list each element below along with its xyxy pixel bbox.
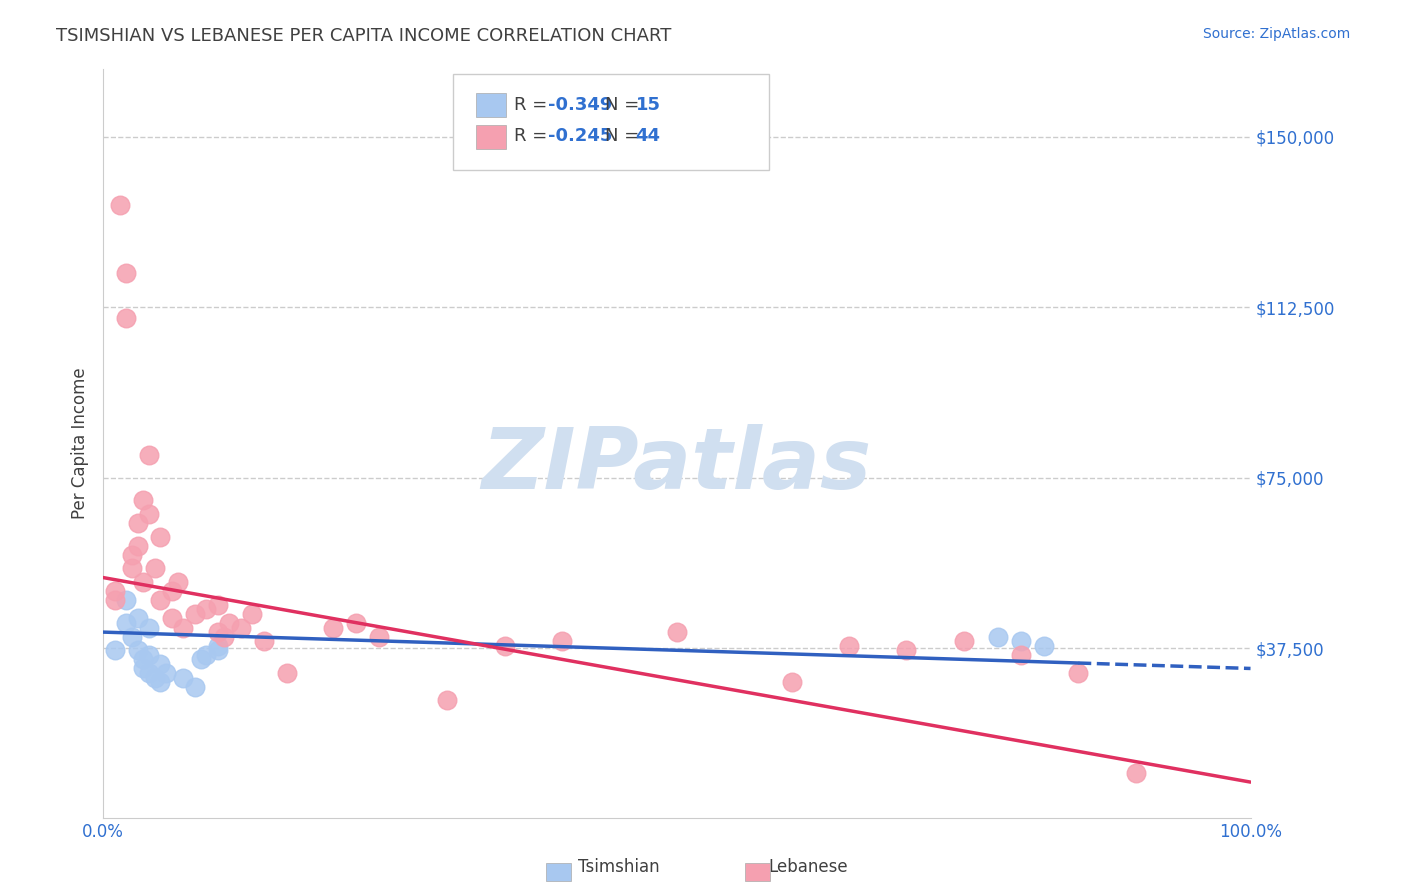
Point: [494, 639, 516, 653]
Point: [780, 675, 803, 690]
Point: [132, 575, 155, 590]
Point: [987, 630, 1010, 644]
Point: [1010, 648, 1032, 662]
Point: [184, 607, 207, 621]
Point: [276, 666, 298, 681]
Point: [172, 621, 194, 635]
Point: [322, 621, 344, 635]
Point: [138, 648, 160, 662]
Point: [207, 598, 229, 612]
Point: [1067, 666, 1090, 681]
Point: [138, 448, 160, 462]
Point: [1010, 634, 1032, 648]
Text: N =: N =: [605, 95, 644, 113]
FancyBboxPatch shape: [453, 74, 769, 169]
Point: [115, 266, 138, 280]
Point: [367, 630, 389, 644]
Point: [132, 493, 155, 508]
Point: [143, 671, 166, 685]
Point: [838, 639, 860, 653]
Point: [121, 548, 143, 562]
Point: [104, 593, 127, 607]
Y-axis label: Per Capita Income: Per Capita Income: [72, 368, 89, 519]
Point: [138, 666, 160, 681]
Point: [132, 661, 155, 675]
Point: [155, 666, 177, 681]
Point: [184, 680, 207, 694]
Text: TSIMSHIAN VS LEBANESE PER CAPITA INCOME CORRELATION CHART: TSIMSHIAN VS LEBANESE PER CAPITA INCOME …: [56, 27, 672, 45]
Point: [121, 561, 143, 575]
Point: [160, 611, 183, 625]
Text: R =: R =: [515, 95, 553, 113]
Text: Source: ZipAtlas.com: Source: ZipAtlas.com: [1202, 27, 1350, 41]
Point: [115, 311, 138, 326]
Point: [1033, 639, 1056, 653]
Point: [212, 630, 235, 644]
FancyBboxPatch shape: [477, 125, 506, 149]
Text: N =: N =: [605, 127, 644, 145]
Point: [190, 652, 212, 666]
Point: [1125, 766, 1147, 780]
Point: [115, 615, 138, 630]
FancyBboxPatch shape: [477, 94, 506, 117]
Point: [436, 693, 458, 707]
Point: [896, 643, 918, 657]
Point: [104, 584, 127, 599]
Point: [149, 675, 172, 690]
Text: -0.245: -0.245: [548, 127, 613, 145]
Point: [110, 198, 132, 212]
Text: Tsimshian: Tsimshian: [578, 858, 659, 876]
Point: [115, 593, 138, 607]
Point: [127, 643, 149, 657]
Text: ZIPatlas: ZIPatlas: [482, 425, 872, 508]
Point: [138, 507, 160, 521]
Point: [207, 639, 229, 653]
Point: [229, 621, 252, 635]
Point: [172, 671, 194, 685]
Point: [132, 652, 155, 666]
Point: [240, 607, 263, 621]
Point: [195, 602, 218, 616]
Point: [143, 561, 166, 575]
Text: Lebanese: Lebanese: [769, 858, 848, 876]
Point: [344, 615, 367, 630]
Point: [166, 575, 188, 590]
Point: [551, 634, 574, 648]
Point: [207, 625, 229, 640]
Text: -0.349: -0.349: [548, 95, 613, 113]
Point: [127, 539, 149, 553]
Point: [138, 621, 160, 635]
Text: 15: 15: [636, 95, 661, 113]
Point: [665, 625, 688, 640]
Point: [149, 530, 172, 544]
Point: [207, 643, 229, 657]
Point: [149, 657, 172, 671]
Point: [160, 584, 183, 599]
Point: [104, 643, 127, 657]
Point: [195, 648, 218, 662]
Point: [121, 630, 143, 644]
Point: [253, 634, 276, 648]
Point: [149, 593, 172, 607]
Point: [952, 634, 974, 648]
Point: [218, 615, 240, 630]
Point: [127, 516, 149, 530]
Text: 44: 44: [636, 127, 661, 145]
Point: [127, 611, 149, 625]
Text: R =: R =: [515, 127, 553, 145]
